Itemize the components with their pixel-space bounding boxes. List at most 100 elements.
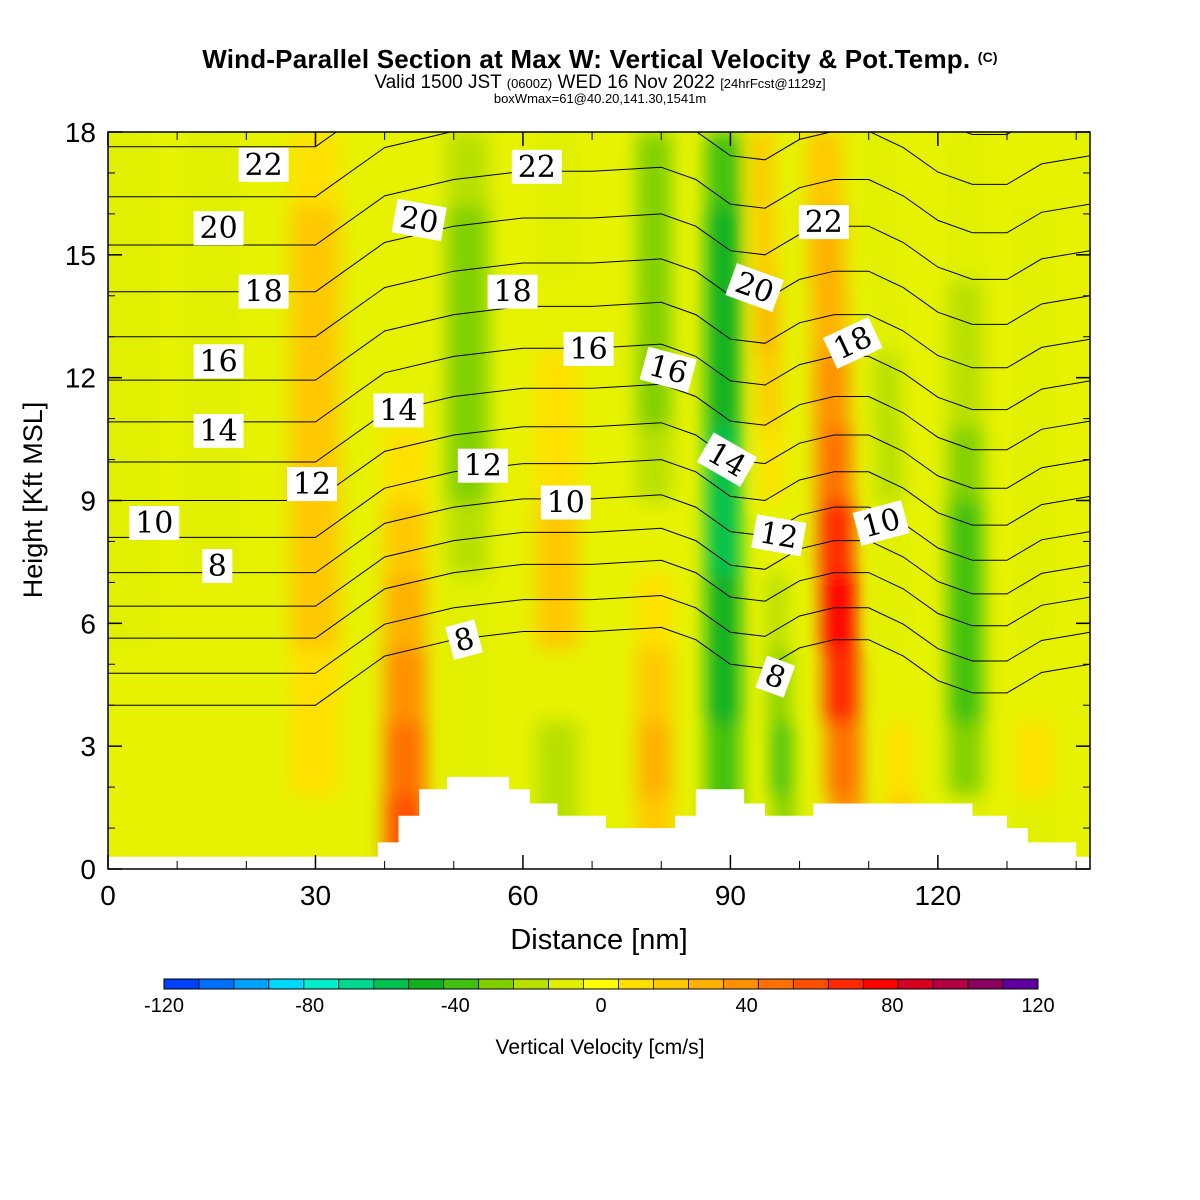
colorbar-swatch: [793, 979, 829, 989]
theta-contour-line: [108, 383, 1090, 463]
colorbar-swatch: [548, 979, 585, 989]
contour-label: 12: [287, 467, 337, 502]
contour-label: 16: [563, 332, 614, 367]
velocity-cell: [108, 426, 157, 502]
velocity-cell: [1017, 426, 1052, 502]
velocity-cell: [754, 205, 775, 281]
colorbar-swatch: [303, 979, 340, 989]
colorbar-tick-label: -80: [295, 995, 324, 1017]
velocity-cell: [880, 574, 909, 649]
contour-label-text: 14: [200, 414, 238, 449]
velocity-cell: [384, 574, 427, 649]
velocity-cell: [865, 132, 894, 207]
colorbar-swatch: [233, 979, 270, 989]
velocity-cell: [1017, 279, 1052, 355]
contour-label-box: [563, 332, 614, 366]
colorbar-swatch: [373, 979, 410, 989]
x-axis-label: Distance [nm]: [510, 924, 687, 956]
contour-label-text: 10: [135, 506, 173, 541]
velocity-cell: [824, 647, 859, 723]
colorbar-tick-label: 80: [881, 995, 903, 1017]
colorbar-swatch: [164, 979, 200, 989]
colorbar-swatch: [863, 979, 899, 989]
contour-label: 12: [751, 514, 807, 557]
valid-date: WED 16 Nov 2022: [557, 72, 715, 93]
velocity-cell: [108, 132, 157, 207]
contour-label-box: [193, 413, 244, 448]
valid-zulu: (0600Z): [506, 76, 553, 91]
velocity-cell: [868, 205, 897, 281]
theta-contour-line: [108, 213, 1090, 293]
theta-contour-line: [108, 166, 1090, 246]
colorbar-swatch: [653, 979, 689, 989]
contour-label-box: [511, 149, 562, 184]
colorbar-swatch: [723, 979, 759, 989]
colorbar-swatch: [898, 979, 934, 989]
velocity-cell: [948, 647, 983, 723]
velocity-cell: [759, 353, 780, 428]
velocity-cell: [875, 426, 904, 502]
velocity-cell: [948, 132, 983, 207]
velocity-cell: [108, 353, 157, 428]
contour-label-text: 12: [293, 467, 331, 502]
theta-contour-line: [108, 494, 1090, 574]
velocity-cell: [706, 353, 741, 428]
y-tick-label: 0: [80, 854, 96, 885]
velocity-cell: [807, 132, 842, 207]
colorbar-swatch: [443, 979, 480, 989]
contour-label-box: [798, 205, 849, 240]
colorbar-swatch: [618, 979, 654, 989]
velocity-cell: [536, 721, 579, 797]
chart-title-main: Wind-Parallel Section at Max W: Vertical…: [202, 44, 971, 74]
contour-label: 20: [391, 198, 447, 242]
velocity-cell: [291, 721, 340, 797]
contour-label: 12: [457, 448, 508, 484]
velocity-cell: [446, 647, 489, 723]
contour-label-text: 8: [208, 549, 227, 584]
velocity-cell: [291, 353, 340, 428]
contour-label-text: 10: [547, 486, 585, 521]
velocity-cell: [1017, 500, 1052, 576]
velocity-cell: [637, 647, 672, 723]
theta-contour-line: [108, 559, 1090, 639]
contour-label: 16: [639, 346, 697, 393]
theta-contour-line: [108, 343, 1090, 423]
contour-label-box: [129, 506, 180, 540]
velocity-cell: [1017, 574, 1052, 649]
velocity-cell: [384, 500, 427, 576]
velocity-cell: [819, 500, 854, 576]
contour-label-text: 16: [570, 332, 608, 367]
velocity-cell: [948, 279, 983, 355]
contour-label: 8: [755, 655, 796, 698]
velocity-cell: [706, 647, 741, 723]
contour-label-text: 16: [200, 344, 238, 379]
contour-label-text: 14: [379, 393, 417, 428]
contour-label-box: [755, 655, 796, 698]
colorbar-swatch: [338, 979, 375, 989]
contour-label-box: [287, 467, 337, 502]
velocity-cell: [446, 279, 489, 355]
velocity-cell: [948, 426, 983, 502]
colorbar-swatch: [968, 979, 1004, 989]
theta-contour-line: [108, 301, 1090, 381]
contour-label-text: 12: [464, 449, 502, 484]
velocity-cell: [706, 500, 741, 576]
contour-label-box: [238, 274, 289, 309]
colorbar: -120 -80 -40 0 40 80 120: [144, 978, 1055, 1017]
velocity-cell: [384, 721, 427, 797]
contour-label: 8: [445, 619, 483, 661]
colorbar-swatch: [268, 979, 305, 989]
axes: 0 30 60 90 120 0 3 6 9 12 15 18: [65, 117, 1090, 911]
colorbar-tick-label: 120: [1021, 995, 1054, 1017]
copyright-mark: (C): [977, 49, 998, 65]
contour-label: 14: [193, 413, 244, 449]
velocity-cell: [637, 721, 672, 797]
velocity-cell: [1017, 721, 1052, 797]
terrain: [108, 776, 1090, 869]
colorbar-swatch: [758, 979, 794, 989]
contour-label: 18: [238, 274, 289, 310]
contour-label: 22: [798, 205, 849, 240]
contour-label-text: 20: [200, 211, 238, 246]
contour-label-box: [373, 393, 424, 428]
